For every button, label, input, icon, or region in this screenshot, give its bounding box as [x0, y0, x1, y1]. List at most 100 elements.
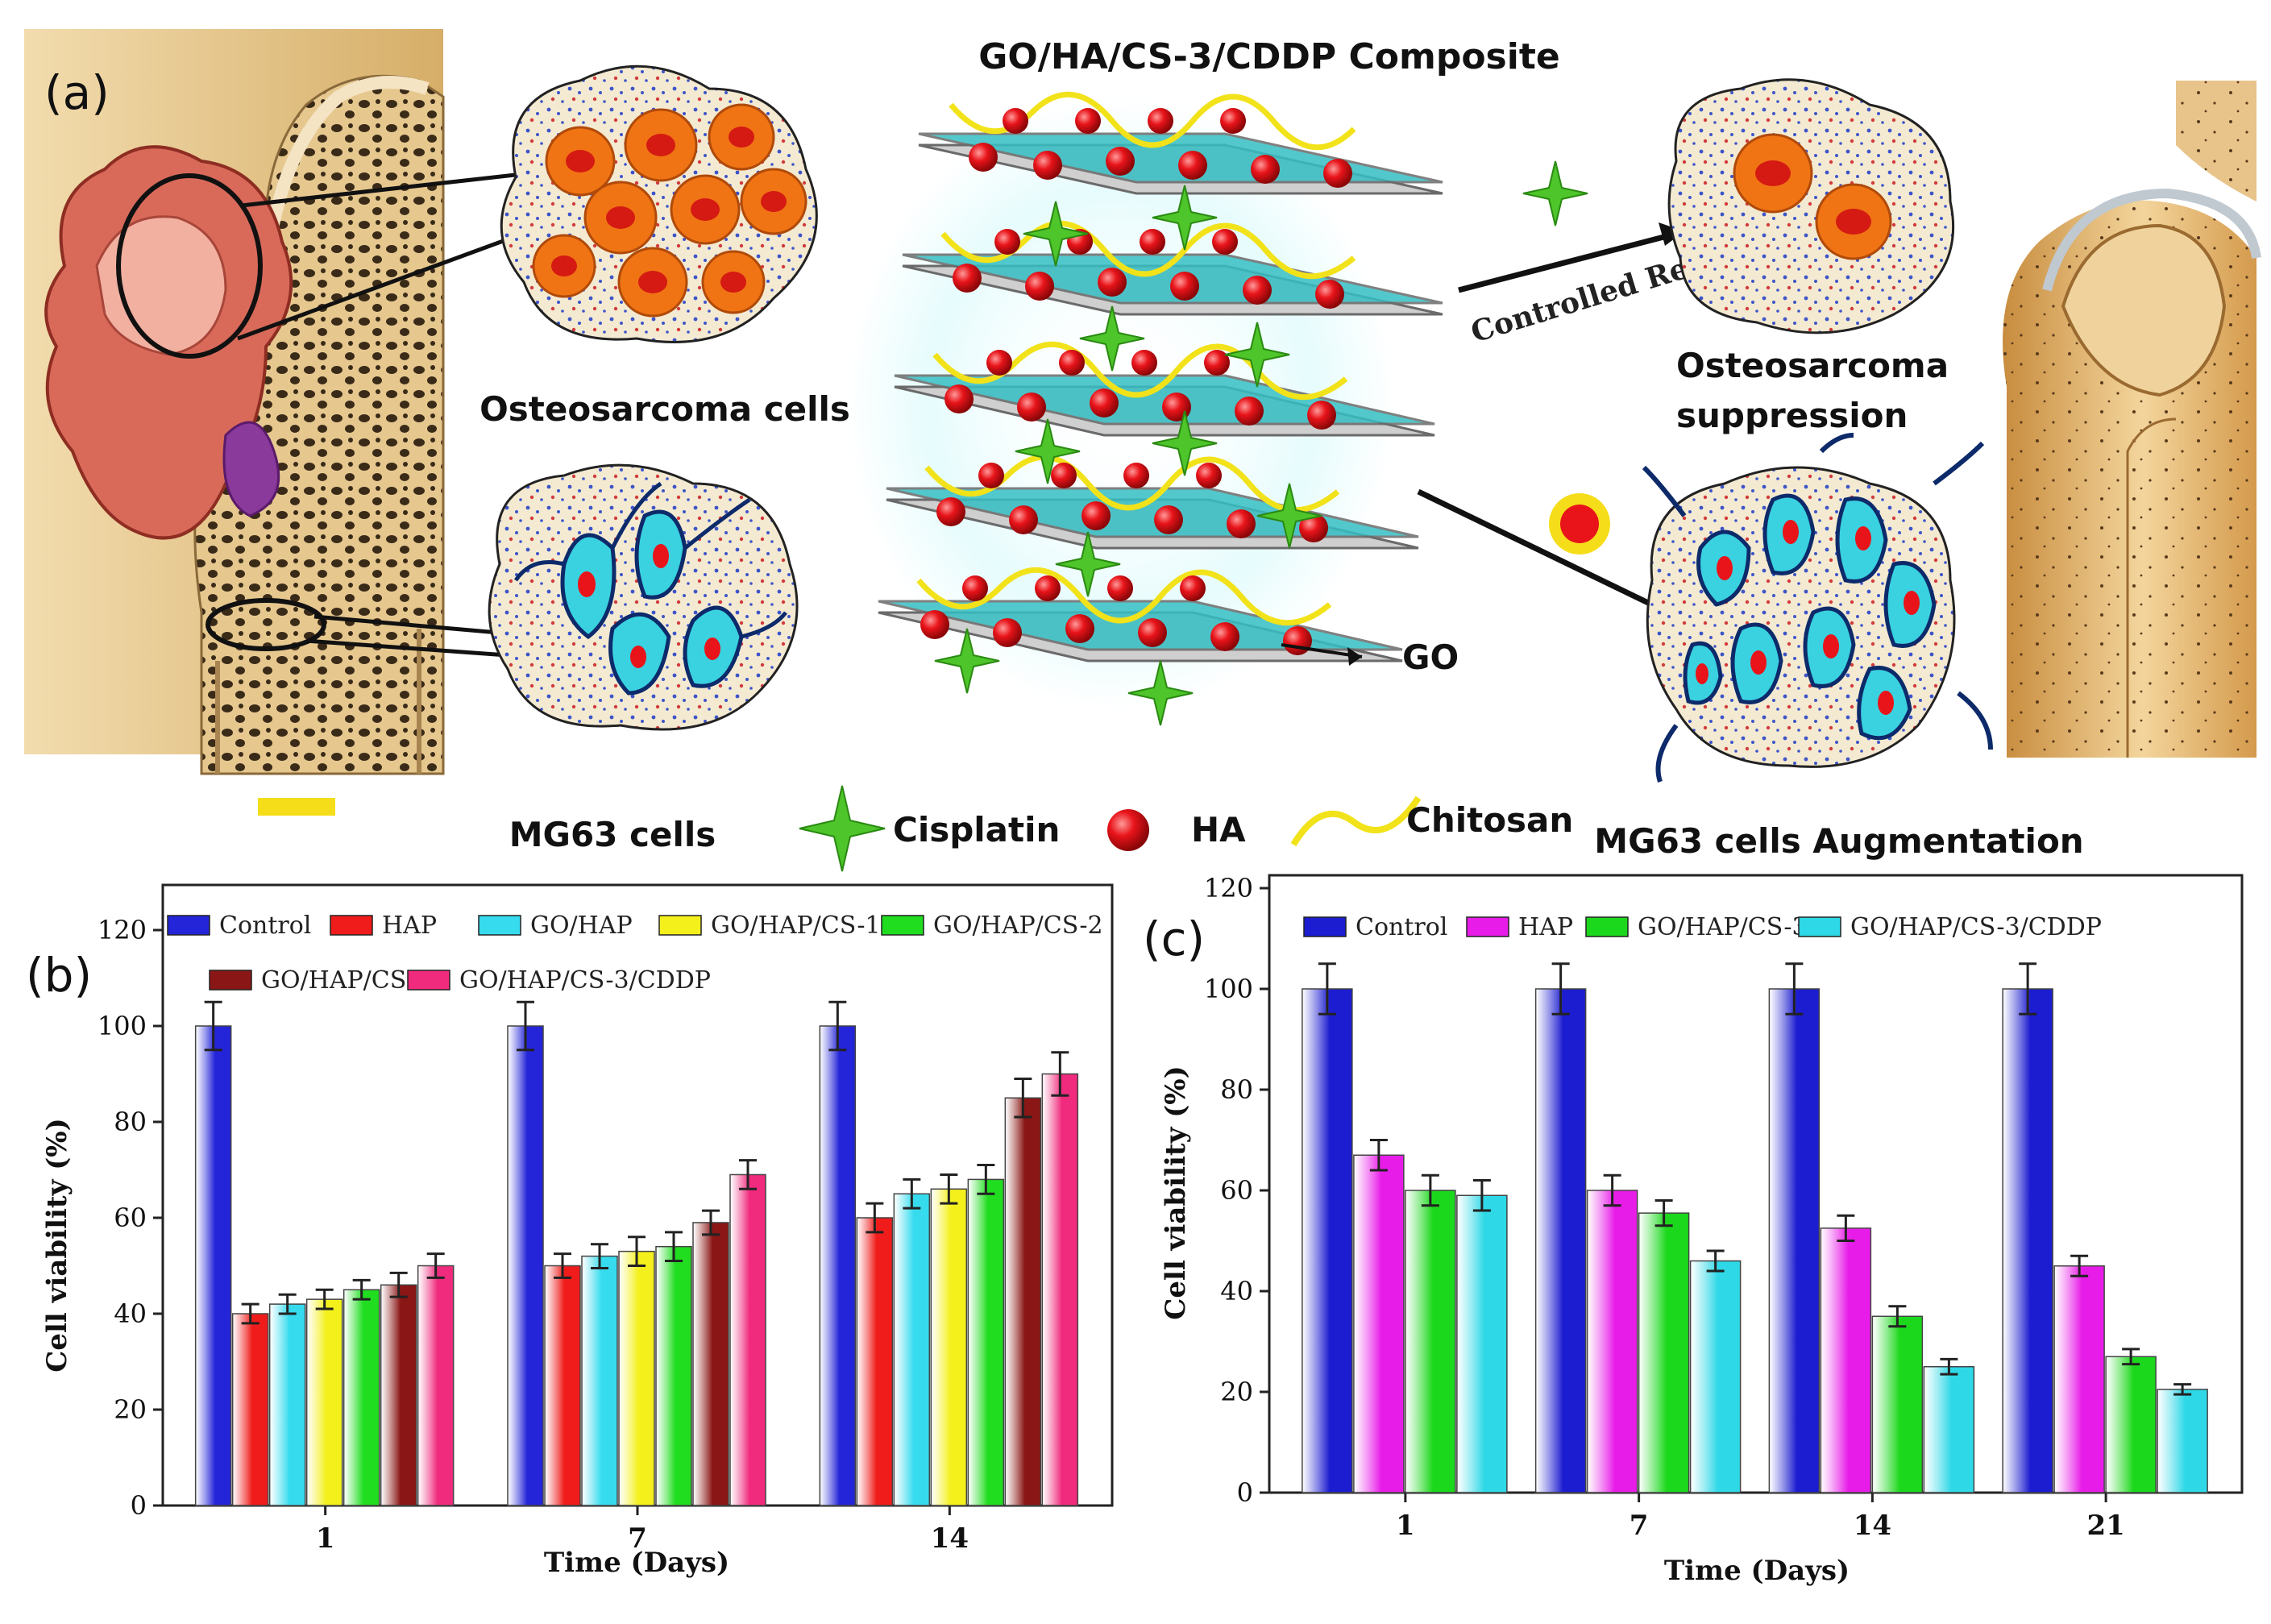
plot-frame — [1268, 874, 2244, 1494]
bar-go-hap-cs-3-day-1 — [1405, 1190, 1456, 1493]
bar-control-day-1 — [1302, 988, 1353, 1493]
bar-hap-day-14 — [1820, 1227, 1872, 1493]
suppression-label-line2: suppression — [1676, 396, 1908, 435]
osteosarcoma-cluster — [500, 64, 818, 343]
bar-go-hap-day-14 — [893, 1193, 931, 1506]
panel-c-xlabel: Time (Days) — [1664, 1555, 1850, 1587]
mg63-cells-label: MG63 cells — [509, 815, 716, 854]
x-tick-label: 1 — [1396, 1510, 1415, 1542]
y-tick-label: 120 — [1204, 873, 1253, 903]
legend-label: GO/HAP/CS-3/CDDP — [459, 966, 711, 995]
augmentation-arrow — [1417, 488, 1678, 622]
legend-label: GO/HAP/CS-3 — [261, 966, 431, 995]
panel-a: Osteosarcoma cells MG63 cells GO/HA/CS-3… — [24, 29, 2261, 872]
bar-hap-day-7 — [1586, 1190, 1638, 1493]
tumor-focus-ring — [116, 173, 263, 359]
bar-control-day-21 — [2002, 988, 2053, 1493]
cisplatin-legend-icon — [799, 785, 886, 872]
femur-tumor-illustration — [24, 29, 445, 816]
legend-swatch — [658, 915, 702, 936]
bar-go-hap-cs-3-cddp-day-7 — [1689, 1260, 1742, 1493]
y-tick-label: 80 — [114, 1107, 147, 1137]
y-tick-label: 100 — [1204, 974, 1253, 1004]
y-tick-label: 60 — [114, 1202, 147, 1233]
bar-go-hap-cs-1-day-1 — [305, 1298, 343, 1506]
composite-stack — [846, 91, 1443, 726]
panel-c-chart: (c) Cell viability (%) Time (Days) 0 20 40… — [1143, 873, 2244, 1587]
bar-go-hap-cs-3-day-21 — [2105, 1356, 2157, 1493]
legend-label: GO/HAP — [530, 912, 633, 940]
ha-legend-label: HA — [1191, 810, 1246, 849]
suppression-label-line1: Osteosarcoma — [1676, 346, 1949, 385]
legend-swatch — [1585, 916, 1629, 937]
legend-swatch — [478, 915, 521, 936]
panel-c-label: (c) — [1143, 912, 1205, 966]
x-tick-label: 7 — [1630, 1510, 1649, 1542]
legend-label: HAP — [1518, 913, 1573, 941]
mg63-augmentation-label: MG63 cells Augmentation — [1594, 821, 2083, 861]
legend-label: Control — [1356, 913, 1447, 941]
bar-hap-day-21 — [2053, 1265, 2105, 1493]
panel-b-ylabel: Cell viability (%) — [41, 1118, 73, 1372]
chitosan-legend-label: Chitosan — [1406, 800, 1573, 840]
bar-go-hap-cs-1-day-7 — [618, 1250, 655, 1506]
legend-swatch — [209, 970, 252, 991]
legend-label: GO/HAP/CS-3/CDDP — [1850, 913, 2102, 941]
y-tick-label: 20 — [114, 1394, 147, 1425]
legend-swatch — [1466, 916, 1509, 937]
legend-swatch — [1303, 916, 1347, 937]
suppressed-cluster — [1667, 78, 1955, 334]
augmented-mg63-cluster — [1642, 433, 1993, 783]
mg63-cluster — [488, 463, 799, 731]
bar-hap-day-1 — [231, 1313, 269, 1506]
ha-release-icon — [1549, 493, 1610, 554]
legend-swatch — [330, 915, 373, 936]
bar-control-day-14 — [819, 1025, 857, 1506]
panel-a-label: (a) — [44, 65, 110, 120]
cisplatin-stars — [934, 185, 1322, 726]
bar-go-hap-cs-3-day-14 — [1004, 1097, 1042, 1506]
legend-label: GO/HAP/CS-1 — [711, 912, 881, 940]
panel-b-xlabel: Time (Days) — [544, 1547, 729, 1579]
legend-swatch — [407, 970, 450, 991]
y-tick-label: 20 — [1220, 1377, 1253, 1407]
panel-b-chart: (b) Cell viability (%) Time (Days) 0 20 40… — [26, 883, 1114, 1579]
bar-go-hap-cs-3-cddp-day-1 — [1456, 1194, 1508, 1493]
y-tick-label: 120 — [98, 915, 147, 945]
bar-hap-day-1 — [1353, 1154, 1405, 1493]
y-tick-label: 0 — [131, 1490, 147, 1521]
bar-control-day-14 — [1768, 988, 1821, 1493]
legend-label: Control — [219, 912, 311, 940]
legend-label: GO/HAP/CS-2 — [933, 912, 1103, 940]
ha-legend-icon — [1107, 809, 1149, 851]
panel-b-label: (b) — [26, 948, 92, 1003]
legend-swatch — [1798, 916, 1841, 937]
osteosarcoma-cells-label: Osteosarcoma cells — [480, 389, 850, 429]
bar-go-hap-cs-3-cddp-day-1 — [417, 1265, 455, 1506]
bar-go-hap-cs-3-day-1 — [380, 1284, 417, 1506]
x-tick-label: 1 — [316, 1522, 335, 1555]
panel-c-ylabel: Cell viability (%) — [1160, 1065, 1192, 1319]
bar-go-hap-cs-3-cddp-day-21 — [2157, 1389, 2208, 1493]
x-tick-label: 7 — [628, 1522, 647, 1555]
joint-illustration — [2003, 81, 2261, 758]
bar-go-hap-cs-3-day-7 — [692, 1222, 729, 1506]
x-tick-label: 14 — [1854, 1510, 1891, 1542]
x-tick-label: 21 — [2086, 1510, 2124, 1542]
chitosan-legend-icon — [1290, 795, 1422, 847]
bar-go-hap-cs-3-cddp-day-14 — [1041, 1073, 1079, 1506]
bar-go-hap-cs-2-day-14 — [967, 1178, 1005, 1506]
bar-go-hap-cs-1-day-14 — [930, 1188, 968, 1506]
x-tick-label: 14 — [931, 1522, 969, 1555]
bar-hap-day-14 — [856, 1217, 894, 1506]
cisplatin-legend-label: Cisplatin — [893, 810, 1060, 849]
bar-go-hap-cs-3-cddp-day-7 — [729, 1173, 766, 1506]
bar-go-hap-cs-3-day-7 — [1638, 1212, 1690, 1493]
bar-go-hap-cs-3-cddp-day-14 — [1923, 1366, 1975, 1493]
panel-a-legend: Cisplatin HA Chitosan — [799, 785, 1573, 872]
legend-label: HAP — [382, 912, 437, 940]
go-pointer — [1281, 643, 1363, 666]
y-tick-label: 40 — [114, 1298, 147, 1329]
y-tick-label: 0 — [1237, 1477, 1253, 1508]
